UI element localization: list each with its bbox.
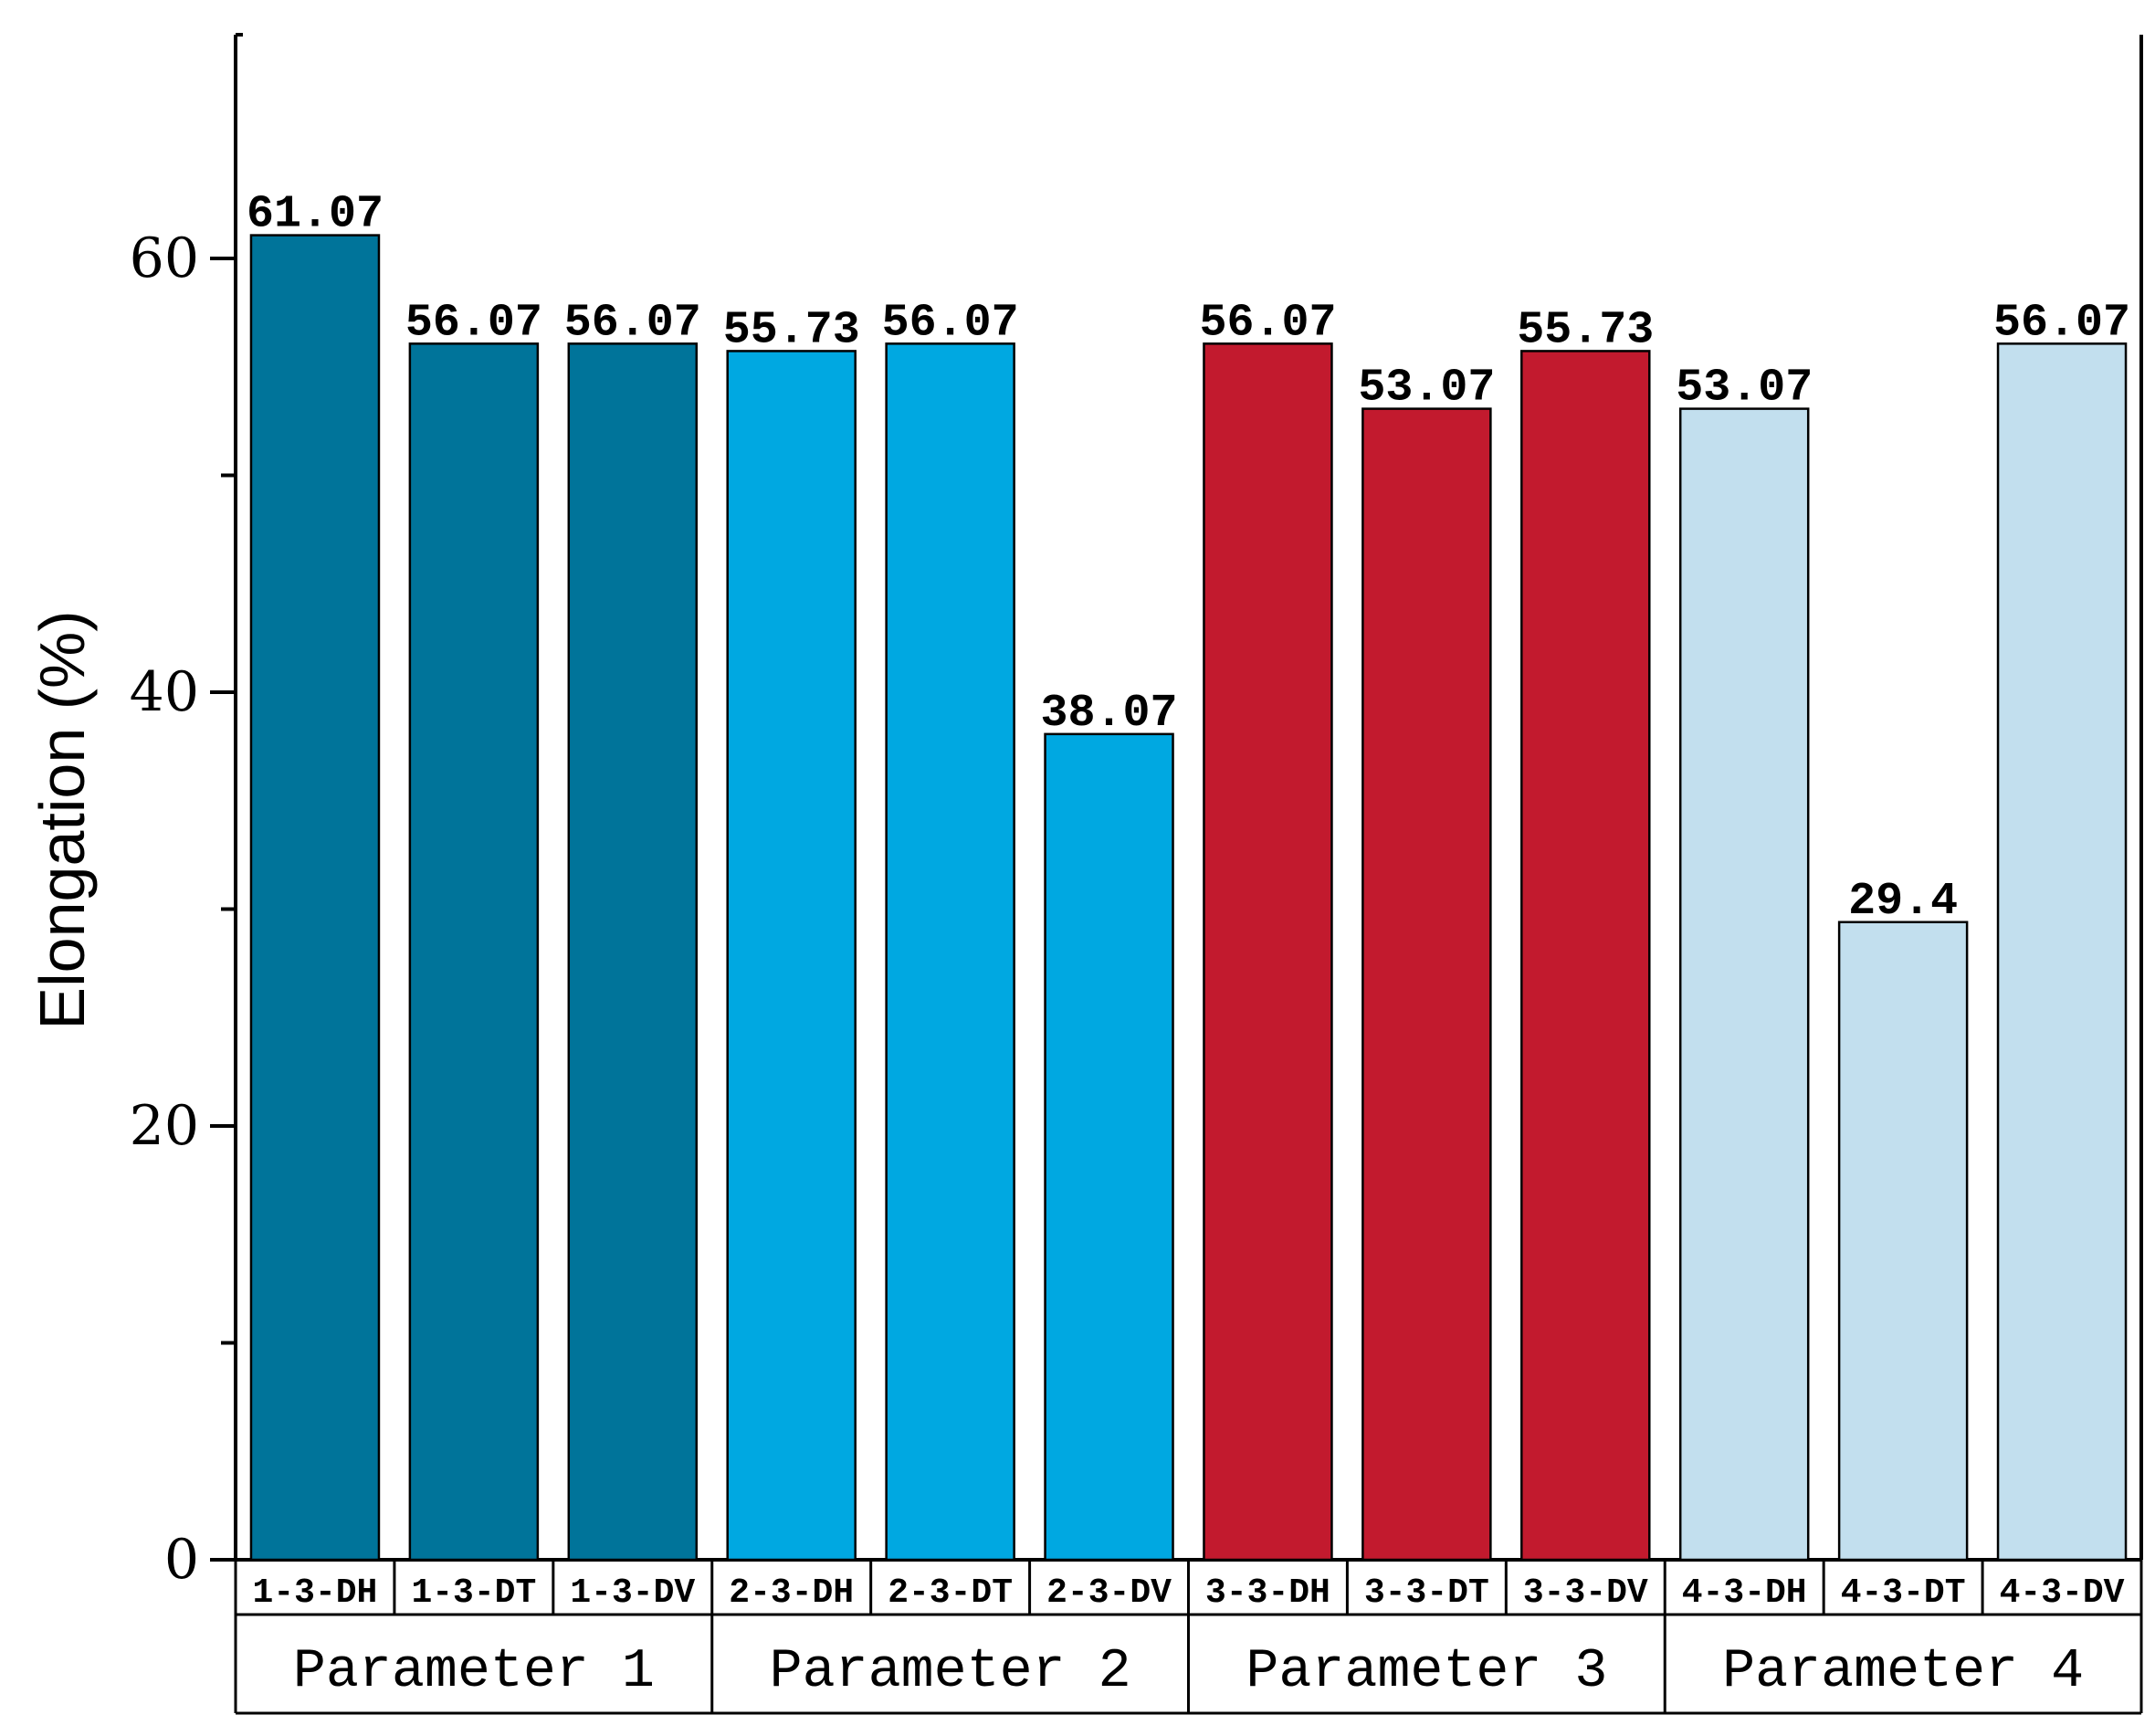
category-label: 3-3-DH <box>1205 1573 1330 1613</box>
bar-1-3-DH <box>249 234 381 1562</box>
value-label: 56.07 <box>405 297 542 349</box>
y-axis-label: Elongation (%) <box>26 610 98 1029</box>
bar-4-3-DH <box>1678 407 1810 1562</box>
category-label: 4-3-DV <box>2000 1573 2125 1613</box>
bar-2-3-DT <box>885 342 1015 1562</box>
group-label: Parameter 2 <box>770 1641 1131 1703</box>
category-label: 1-3-DV <box>570 1573 695 1613</box>
value-label: 55.73 <box>723 304 860 356</box>
category-label: 2-3-DV <box>1046 1573 1172 1613</box>
value-label: 56.07 <box>564 297 701 349</box>
category-label: 3-3-DV <box>1523 1573 1648 1613</box>
value-label: 61.07 <box>247 189 384 241</box>
category-label: 4-3-DT <box>1841 1573 1966 1613</box>
value-label: 56.07 <box>1993 297 2130 349</box>
category-label: 3-3-DT <box>1364 1573 1489 1613</box>
bar-1-3-DV <box>567 342 699 1562</box>
bar-2-3-DH <box>726 350 857 1562</box>
group-label: Parameter 3 <box>1246 1641 1607 1703</box>
category-label: 1-3-DH <box>253 1573 378 1613</box>
category-label: 2-3-DT <box>888 1573 1013 1613</box>
group-label: Parameter 4 <box>1722 1641 2084 1703</box>
bar-3-3-DH <box>1203 342 1333 1562</box>
bar-4-3-DT <box>1837 921 1969 1562</box>
y-tick-label: 0 <box>164 1528 199 1592</box>
group-label: Parameter 1 <box>293 1641 655 1703</box>
bar-1-3-DT <box>408 342 540 1562</box>
value-label: 29.4 <box>1848 876 1958 928</box>
bar-3-3-DT <box>1361 407 1492 1562</box>
value-label: 55.73 <box>1517 304 1654 356</box>
plot-area: 0 20 40 60 Parameter 1 61.07 1-3-DH 56.07 1-3-DT… <box>130 33 2143 1715</box>
y-tick-label: 40 <box>130 660 199 724</box>
category-label: 1-3-DT <box>411 1573 536 1613</box>
bar-4-3-DV <box>1996 342 2128 1562</box>
value-label: 56.07 <box>1199 297 1336 349</box>
category-label: 4-3-DH <box>1682 1573 1807 1613</box>
value-label: 53.07 <box>1676 363 1813 415</box>
bar-2-3-DV <box>1044 732 1174 1562</box>
bar-3-3-DV <box>1520 350 1651 1562</box>
value-label: 56.07 <box>882 297 1019 349</box>
category-label: 2-3-DH <box>729 1573 854 1613</box>
y-tick-label: 20 <box>130 1094 199 1158</box>
value-label: 53.07 <box>1358 363 1495 415</box>
value-label: 38.07 <box>1041 688 1178 740</box>
y-tick-label: 60 <box>130 226 199 290</box>
